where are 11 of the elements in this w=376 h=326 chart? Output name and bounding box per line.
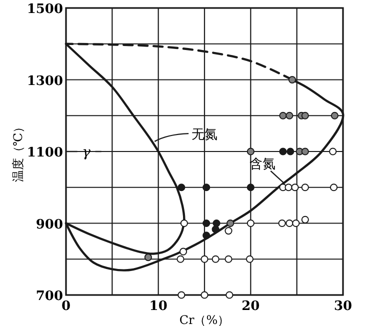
y-tick-label: 900 [36, 217, 63, 232]
x-tick-label: 20 [242, 299, 260, 314]
x-tick-label: 10 [149, 299, 168, 314]
y-tick-label: 700 [36, 289, 63, 304]
y-tick-label: 1500 [26, 2, 63, 17]
y-tick-label: 1300 [26, 74, 63, 89]
y-axis-title: 温度（℃） [11, 120, 25, 182]
x-axis-title: Cr（%） [179, 313, 230, 326]
x-tick-label: 30 [334, 299, 352, 314]
y-tick-label: 1100 [26, 146, 63, 160]
x-tick-label: 0 [61, 299, 71, 314]
